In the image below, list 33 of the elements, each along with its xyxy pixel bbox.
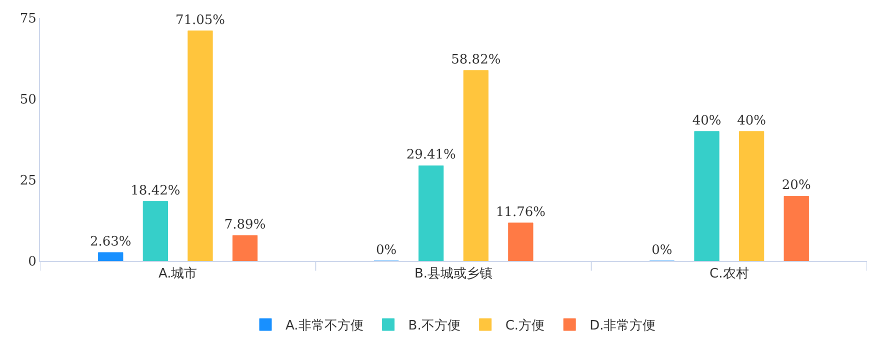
legend-label: A.非常不方便 <box>286 318 364 334</box>
bar <box>508 222 534 261</box>
data-label: 40% <box>692 113 722 128</box>
bar <box>418 165 444 261</box>
bar <box>739 131 764 261</box>
bar <box>694 131 720 261</box>
data-label: 58.82% <box>451 52 501 68</box>
data-label: 18.42% <box>130 183 180 198</box>
bar <box>188 30 213 261</box>
data-label: 40% <box>737 113 766 128</box>
x-tick-label: C.农村 <box>710 266 749 282</box>
bar <box>232 235 258 261</box>
bar <box>98 252 124 261</box>
data-label: 0% <box>376 243 397 258</box>
legend-label: D.非常方便 <box>590 318 656 334</box>
y-tick-label: 25 <box>20 174 36 189</box>
data-label: 29.41% <box>406 148 456 163</box>
y-tick-label: 50 <box>20 92 36 108</box>
data-label: 7.89% <box>224 217 266 232</box>
data-label: 20% <box>782 178 811 194</box>
data-label: 2.63% <box>90 234 132 250</box>
y-tick-label: 75 <box>20 12 36 27</box>
legend-label: C.方便 <box>505 318 545 334</box>
legend-label: B.不方便 <box>408 318 460 334</box>
x-tick-label: A.城市 <box>158 266 198 282</box>
x-tick-label: B.县城或乡镇 <box>414 266 493 282</box>
bar <box>463 70 488 261</box>
data-label: 71.05% <box>175 12 226 28</box>
bar <box>142 201 168 261</box>
data-label: 0% <box>652 243 672 258</box>
data-label: 11.76% <box>496 204 546 220</box>
y-tick-label: 0 <box>28 254 36 270</box>
bar <box>784 196 809 261</box>
